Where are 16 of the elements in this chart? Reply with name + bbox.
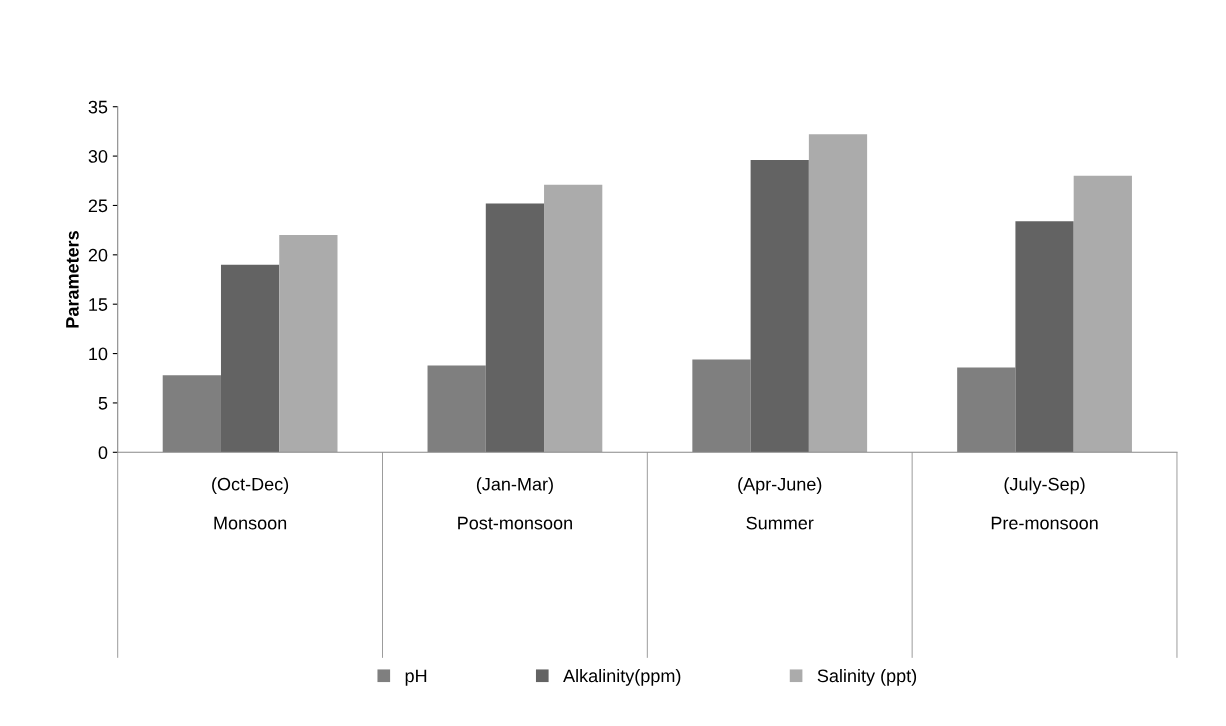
legend-label: Alkalinity(ppm) — [563, 668, 681, 686]
legend-label: Salinity (ppt) — [817, 668, 917, 686]
category-label: (Apr-June) Summer — [738, 477, 822, 530]
y-tick-label: 15 — [89, 298, 108, 311]
legend-label: pH — [405, 669, 427, 686]
y-tick-label: 30 — [88, 150, 108, 163]
y-tick-label: 20 — [88, 248, 108, 262]
y-tick-label: 10 — [89, 347, 108, 361]
y-tick-label: 5 — [98, 397, 108, 410]
y-axis-title: Parameters — [66, 231, 79, 328]
y-tick-label: 35 — [88, 100, 108, 114]
y-tick-label: 25 — [88, 199, 108, 213]
category-label: (Oct-Dec) Monsoon — [212, 477, 289, 530]
category-label: (Jan-Mar) Post-monsoon — [458, 477, 572, 530]
category-label: (July-Sep) Pre-monsoon — [991, 477, 1098, 530]
y-tick-label: 0 — [98, 446, 108, 460]
